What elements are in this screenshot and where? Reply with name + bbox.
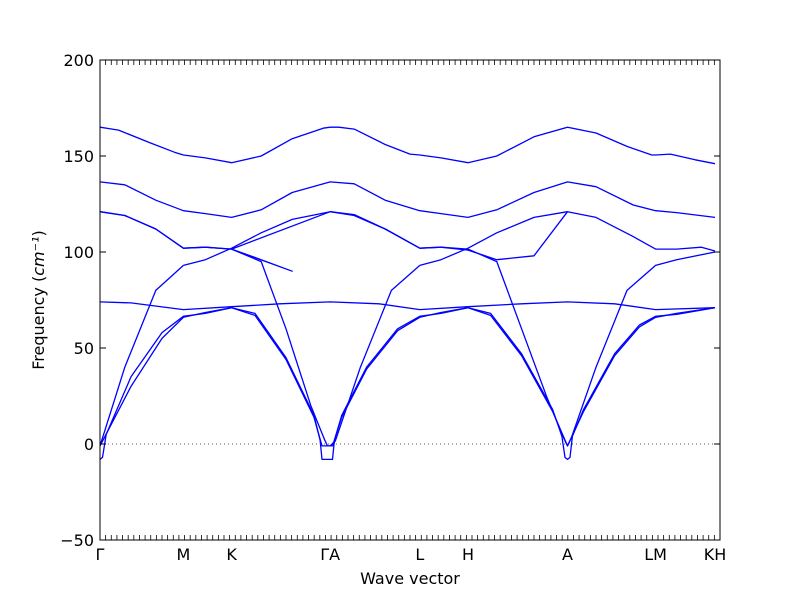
x-tick-label: KH bbox=[704, 545, 727, 564]
phonon-branch-2 bbox=[100, 181, 716, 219]
phonon-branch-12 bbox=[100, 301, 716, 311]
x-axis-ticks: Γ M K ΓA L H A LM KH bbox=[96, 60, 727, 564]
y-axis-label-unit-open: ( bbox=[29, 276, 48, 282]
x-tick-label: LM bbox=[644, 545, 667, 564]
y-tick-label: −50 bbox=[60, 531, 94, 550]
phonon-branch-4 bbox=[100, 211, 232, 250]
phonon-branch-1 bbox=[100, 126, 716, 165]
phonon-branch-7 bbox=[330, 211, 469, 250]
x-tick-label: K bbox=[226, 545, 237, 564]
phonon-branch-6 bbox=[183, 211, 331, 267]
x-axis-label: Wave vector bbox=[360, 569, 460, 588]
plot-frame bbox=[99, 59, 721, 541]
x-tick-label: M bbox=[176, 545, 190, 564]
phonon-branch-9 bbox=[419, 211, 716, 267]
plot-area bbox=[99, 59, 721, 541]
x-tick-label: Γ bbox=[96, 545, 105, 564]
y-tick-label: 50 bbox=[74, 339, 94, 358]
y-tick-label: 0 bbox=[84, 435, 94, 454]
y-axis-ticks: −50 0 50 100 150 200 bbox=[60, 51, 720, 550]
y-axis-label-unit-close: ) bbox=[29, 230, 48, 236]
y-axis-label-text: Frequency bbox=[29, 287, 48, 370]
y-axis-label-unit: cm⁻¹ bbox=[29, 237, 48, 276]
x-tick-label: ΓA bbox=[320, 545, 340, 564]
phonon-branch-14 bbox=[100, 307, 716, 447]
y-axis-label: Frequency (cm⁻¹) bbox=[29, 230, 48, 370]
phonon-branch-10 bbox=[100, 264, 184, 447]
y-tick-label: 100 bbox=[63, 243, 94, 262]
phonon-branch-11 bbox=[329, 264, 421, 447]
phonon-branch-13 bbox=[100, 307, 716, 461]
phonon-branch-5 bbox=[231, 248, 337, 447]
x-tick-label: H bbox=[462, 545, 474, 564]
phonon-branch-8 bbox=[467, 248, 716, 447]
x-tick-label: L bbox=[415, 545, 424, 564]
y-tick-label: 150 bbox=[63, 147, 94, 166]
y-tick-label: 200 bbox=[63, 51, 94, 70]
x-tick-label: A bbox=[562, 545, 573, 564]
